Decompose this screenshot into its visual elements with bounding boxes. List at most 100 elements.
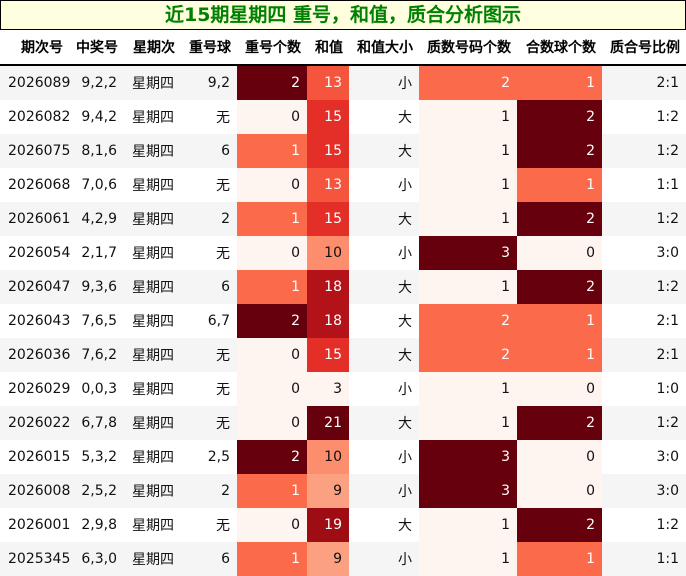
- table-cell: 9,2,2: [69, 65, 124, 100]
- table-cell: 6: [181, 542, 237, 576]
- table-row: 2026054 2,1,7 星期四无 0 10 小 3 0 3:0: [0, 236, 686, 270]
- table-cell: 7,0,6: [81, 177, 117, 193]
- table-cell: 2026075: [0, 134, 70, 168]
- heatmap-cell: 3: [307, 372, 349, 406]
- heatmap-cell: 2: [237, 65, 307, 100]
- table-cell: 星期四: [132, 518, 174, 534]
- heatmap-cell: 0: [237, 508, 307, 542]
- heatmap-cell: 1: [517, 542, 602, 576]
- table-cell: 0,0,3: [81, 381, 117, 397]
- table-cell: 2026008: [0, 474, 70, 508]
- heatmap-cell: 1: [419, 100, 517, 134]
- heatmap-cell: 2: [419, 338, 517, 372]
- table-cell: 1:2: [656, 109, 679, 125]
- heatmap-cell: 2: [517, 270, 602, 304]
- table-cell: 2,5,2: [69, 474, 124, 508]
- table-cell: 2026036: [0, 338, 70, 372]
- table-cell: 1:1: [602, 542, 686, 576]
- table-cell: 星期四: [124, 474, 181, 508]
- heatmap-cell: 2: [237, 304, 307, 338]
- table-cell: 无: [181, 338, 237, 372]
- table-row: 2026068 7,0,6 星期四无 0 13 小 1 1 1:1: [0, 168, 686, 202]
- table-cell: 6,3,0: [69, 542, 124, 576]
- table-cell: 7,6,2: [69, 338, 124, 372]
- table-cell: 4,2,9: [69, 202, 124, 236]
- table-cell: 星期四: [124, 338, 181, 372]
- table-cell: 2,5: [207, 449, 230, 465]
- heatmap-cell: 1: [419, 202, 517, 236]
- heatmap-cell: 2: [419, 304, 517, 338]
- heatmap-cell: 0: [517, 372, 602, 406]
- table-cell: 大: [398, 518, 412, 534]
- table-cell: 2:1: [602, 338, 686, 372]
- table-cell: 星期四: [132, 382, 174, 398]
- table-cell: 大: [349, 406, 419, 440]
- table-cell: 星期四: [132, 246, 174, 262]
- table-row: 2026022 6,7,8 星期四无 0 21 大 1 2 1:2: [0, 406, 686, 440]
- heatmap-cell: 3: [419, 236, 517, 270]
- table-cell: 9,4,2: [81, 109, 117, 125]
- table-cell: 2026089: [0, 65, 70, 100]
- table-cell: 小: [398, 382, 412, 398]
- table-cell: 3:0: [602, 474, 686, 508]
- heatmap-cell: 1: [419, 406, 517, 440]
- column-header: 重号个数: [237, 30, 307, 66]
- table-cell: 小: [398, 246, 412, 262]
- table-cell: 2025345: [0, 542, 70, 576]
- table-cell: 5,3,2: [81, 449, 117, 465]
- table-cell: 小: [349, 474, 419, 508]
- heatmap-cell: 1: [419, 134, 517, 168]
- table-row: 2026015 5,3,2 星期四 2,5 2 10 小 3 0 3:0: [0, 440, 686, 474]
- table-cell: 9,2: [181, 65, 237, 100]
- table-cell: 2026043: [8, 313, 71, 329]
- table-cell: 3:0: [656, 449, 679, 465]
- table-cell: 大: [349, 202, 419, 236]
- heatmap-cell: 0: [517, 474, 602, 508]
- table-cell: 2026054: [8, 245, 71, 261]
- heatmap-cell: 1: [237, 134, 307, 168]
- table-cell: 2026047: [0, 270, 70, 304]
- heatmap-cell: 13: [307, 168, 349, 202]
- heatmap-cell: 10: [307, 440, 349, 474]
- table-cell: 1:1: [656, 177, 679, 193]
- table-cell: 2,9,8: [81, 517, 117, 533]
- column-header: 合数球个数: [517, 30, 602, 66]
- table-cell: 无: [181, 406, 237, 440]
- table-cell: 6: [181, 134, 237, 168]
- table-cell: 9,3,6: [69, 270, 124, 304]
- table-cell: 2026015: [8, 449, 71, 465]
- heatmap-cell: 15: [307, 134, 349, 168]
- table-row: 2026075 8,1,6 星期四 6 1 15 大 1 2 1:2: [0, 134, 686, 168]
- table-row: 2026036 7,6,2 星期四无 0 15 大 2 1 2:1: [0, 338, 686, 372]
- heatmap-cell: 10: [307, 236, 349, 270]
- heatmap-cell: 1: [517, 168, 602, 202]
- heatmap-cell: 18: [307, 304, 349, 338]
- heatmap-cell: 9: [307, 474, 349, 508]
- table-cell: 大: [349, 270, 419, 304]
- table-cell: 2:1: [656, 313, 679, 329]
- column-header: 和值大小: [349, 30, 419, 66]
- table-cell: 2026001: [8, 517, 71, 533]
- heatmap-cell: 2: [517, 406, 602, 440]
- heatmap-cell: 19: [307, 508, 349, 542]
- table-cell: 星期四: [132, 314, 174, 330]
- table-cell: 星期四: [124, 65, 181, 100]
- table-cell: 1:0: [656, 381, 679, 397]
- heatmap-cell: 3: [419, 440, 517, 474]
- heatmap-cell: 1: [237, 270, 307, 304]
- heatmap-cell: 1: [517, 338, 602, 372]
- table-cell: 小: [398, 450, 412, 466]
- heatmap-cell: 1: [237, 542, 307, 576]
- heatmap-cell: 1: [419, 168, 517, 202]
- heatmap-cell: 1: [237, 474, 307, 508]
- table-cell: 2:1: [602, 65, 686, 100]
- table-cell: 无: [216, 246, 230, 262]
- heatmap-cell: 1: [517, 65, 602, 100]
- heatmap-cell: 15: [307, 338, 349, 372]
- heatmap-cell: 1: [517, 304, 602, 338]
- heatmap-cell: 1: [419, 270, 517, 304]
- table-cell: 1:2: [656, 517, 679, 533]
- table-cell: 大: [398, 110, 412, 126]
- table-cell: 大: [349, 134, 419, 168]
